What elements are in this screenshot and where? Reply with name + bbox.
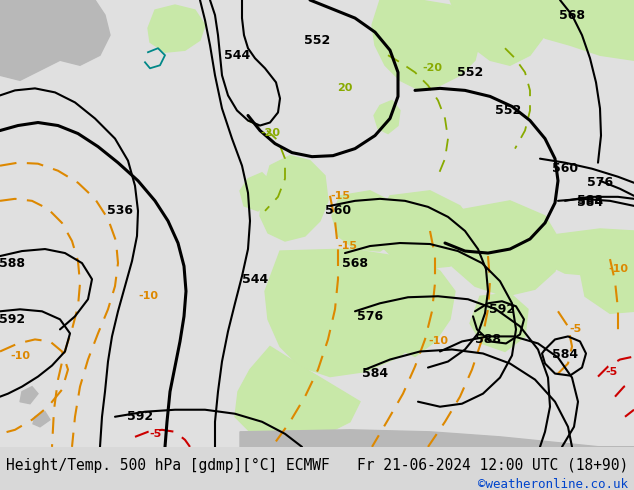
Text: -10: -10 — [608, 264, 628, 274]
Text: -20: -20 — [422, 63, 442, 74]
Text: 588: 588 — [0, 257, 25, 270]
Text: ©weatheronline.co.uk: ©weatheronline.co.uk — [478, 478, 628, 490]
Text: 552: 552 — [304, 34, 330, 47]
Text: 552: 552 — [495, 104, 521, 117]
Text: -5: -5 — [149, 429, 161, 439]
Text: -10: -10 — [10, 351, 30, 362]
Text: 20: 20 — [337, 83, 353, 94]
Polygon shape — [448, 201, 560, 296]
Text: Height/Temp. 500 hPa [gdmp][°C] ECMWF: Height/Temp. 500 hPa [gdmp][°C] ECMWF — [6, 458, 330, 473]
Polygon shape — [580, 266, 634, 313]
Text: Fr 21-06-2024 12:00 UTC (18+90): Fr 21-06-2024 12:00 UTC (18+90) — [357, 458, 628, 473]
Text: 568: 568 — [342, 257, 368, 270]
Text: 584: 584 — [577, 196, 603, 209]
Polygon shape — [540, 229, 634, 276]
Polygon shape — [450, 0, 550, 65]
Text: -10: -10 — [428, 337, 448, 346]
Text: 592: 592 — [489, 303, 515, 316]
Text: -10: -10 — [138, 291, 158, 301]
Text: 584: 584 — [552, 348, 578, 361]
Text: 544: 544 — [224, 49, 250, 62]
Text: 576: 576 — [357, 310, 383, 323]
Polygon shape — [260, 156, 328, 241]
Text: -15: -15 — [330, 191, 350, 201]
Text: 592: 592 — [127, 410, 153, 423]
Polygon shape — [235, 346, 360, 442]
Text: 544: 544 — [242, 272, 268, 286]
Polygon shape — [20, 387, 38, 404]
Polygon shape — [148, 5, 205, 52]
Text: -15: -15 — [337, 241, 357, 251]
Text: -5: -5 — [569, 324, 581, 334]
Polygon shape — [372, 0, 480, 90]
Polygon shape — [520, 0, 634, 60]
Text: 588: 588 — [577, 195, 603, 207]
Polygon shape — [470, 293, 528, 351]
Text: 552: 552 — [457, 66, 483, 79]
Text: 536: 536 — [107, 204, 133, 218]
Text: 560: 560 — [552, 162, 578, 175]
Text: -20: -20 — [260, 127, 280, 138]
Polygon shape — [374, 100, 400, 134]
Polygon shape — [240, 173, 272, 211]
Polygon shape — [33, 412, 50, 427]
Text: -5: -5 — [606, 367, 618, 376]
Polygon shape — [265, 249, 430, 377]
Polygon shape — [375, 191, 475, 269]
Polygon shape — [332, 191, 400, 251]
Text: 560: 560 — [325, 204, 351, 218]
Polygon shape — [380, 256, 455, 357]
Text: 568: 568 — [559, 8, 585, 22]
Text: 592: 592 — [0, 313, 25, 326]
Polygon shape — [0, 0, 110, 80]
Polygon shape — [240, 430, 634, 447]
Text: 576: 576 — [587, 176, 613, 189]
Text: 588: 588 — [475, 333, 501, 346]
Text: 584: 584 — [362, 367, 388, 380]
